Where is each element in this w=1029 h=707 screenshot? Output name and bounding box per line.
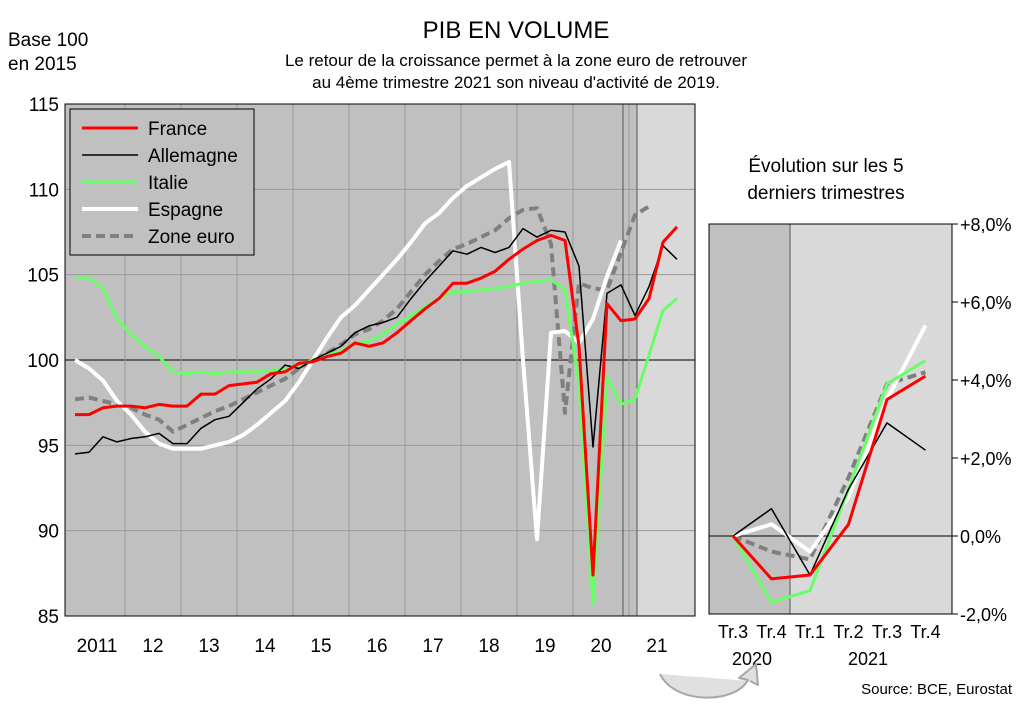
plot-border [64,103,696,617]
x-tick-label: 15 [310,636,331,657]
x-tick-label: 21 [646,636,667,657]
x-tick-label: 2011 [77,636,118,657]
chart-subtitle-line2: au 4ème trimestre 2021 son niveau d'acti… [312,73,720,92]
side-y-tick-label: -2,0% [960,605,1007,625]
side-year-label: 2020 [732,649,772,669]
y-tick-label: 110 [29,180,59,201]
side-plot-border [708,223,953,615]
side-series-line-espagne [732,324,928,554]
x-tick-label: 17 [422,636,443,657]
legend-label-italie: Italie [148,173,188,194]
side-x-tick-label: Tr.2 [833,622,863,642]
series-line-zone-euro [74,204,651,434]
side-highlight-band [709,224,790,614]
side-y-tick-label: 0,0% [960,527,1001,547]
legend-label-espagne: Espagne [148,200,223,221]
y-tick-label: 95 [38,436,59,457]
side-x-tick-label: Tr.4 [756,622,786,642]
x-tick-label: 12 [142,636,163,657]
side-series-line-allemagne [732,422,926,576]
chart-subtitle-line1: Le retour de la croissance permet à la z… [285,51,747,70]
series-line-espagne [73,160,623,542]
series-line-allemagne [74,227,678,455]
side-year-label: 2021 [848,649,888,669]
y-tick-label: 85 [38,607,59,628]
x-tick-label: 14 [254,636,276,657]
x-tick-label: 16 [366,636,387,657]
x-tick-label: 13 [198,636,219,657]
curved-arrow-icon [659,663,759,699]
side-y-tick-label: +4,0% [960,371,1012,391]
side-series-line-france [731,374,927,581]
y-tick-label: 100 [27,351,59,372]
y-tick-label: 90 [38,522,59,543]
base-label-line2: en 2015 [8,54,77,75]
legend-label-allemagne: Allemagne [148,146,238,167]
side-x-tick-label: Tr.3 [718,622,748,642]
main-chart: 85 90 95 100 105 110 115 2011 12 13 14 15 16 17 18 19 20… [27,95,696,657]
y-tick-label: 115 [29,95,59,116]
side-x-tick-label: Tr.1 [795,622,825,642]
side-x-tick-label: Tr.3 [872,622,902,642]
side-y-tick-label: +2,0% [960,449,1012,469]
chart-title: PIB EN VOLUME [423,17,610,44]
base-label-line1: Base 100 [8,30,88,51]
side-x-tick-label: Tr.4 [910,622,940,642]
x-tick-label: 19 [534,636,555,657]
x-tick-label: 20 [590,636,611,657]
series-line-italie [75,276,678,606]
x-tick-label: 18 [478,636,499,657]
side-title-line2: derniers trimestres [747,183,904,204]
legend-label-zone-euro: Zone euro [148,227,235,248]
legend-label-france: France [148,119,207,140]
side-title-line1: Évolution sur les 5 [748,156,903,177]
y-tick-label: 105 [27,266,59,287]
source-label: Source: BCE, Eurostat [861,681,1013,698]
side-chart: Évolution sur les 5 derniers trimestres -2… [659,156,1012,699]
legend: France Allemagne Italie Espagne Zone euro [69,108,255,256]
side-series-line-italie [731,359,927,604]
side-y-tick-label: +6,0% [960,293,1012,313]
side-series-line-zone-euro [732,370,927,562]
series-line-france [75,225,679,577]
side-y-tick-label: +8,0% [960,215,1012,235]
